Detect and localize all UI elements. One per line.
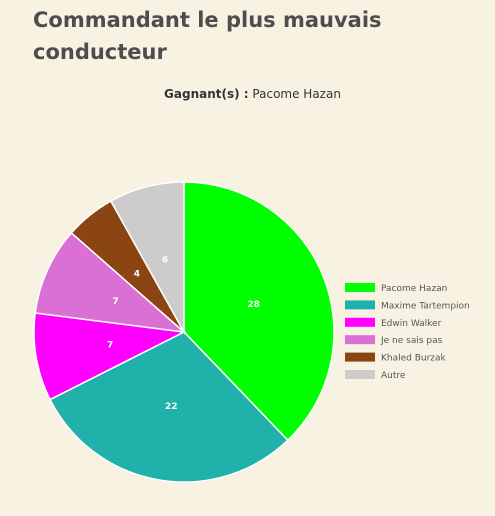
- legend-label[interactable]: Je ne sais pas: [380, 336, 443, 346]
- legend-label[interactable]: Pacome Hazan: [381, 284, 447, 294]
- legend-label[interactable]: Autre: [381, 371, 406, 381]
- pie-value-labels: 28 22 7 7 4 6: [107, 255, 260, 412]
- slice-value-label: 28: [247, 300, 260, 310]
- legend-swatch: [345, 335, 375, 345]
- winners-value: Pacome Hazan: [252, 87, 341, 101]
- legend-label[interactable]: Khaled Burzak: [381, 354, 447, 364]
- slice-value-label: 22: [165, 402, 178, 412]
- pie-slice-maxime-tartempion[interactable]: [49, 331, 289, 483]
- legend-swatch: [345, 317, 375, 327]
- pie-slice-je-ne-sais-pas[interactable]: [34, 231, 187, 334]
- legend-label[interactable]: Edwin Walker: [381, 319, 442, 329]
- chart-legend: Pacome Hazan Maxime Tartempion Edwin Walke…: [345, 283, 470, 381]
- slice-value-label: 4: [134, 270, 140, 280]
- legend-label[interactable]: Maxime Tartempion: [381, 301, 470, 311]
- slice-value-label: 7: [113, 297, 119, 307]
- legend-swatch: [345, 300, 375, 310]
- pie-slice-autre[interactable]: [109, 181, 185, 335]
- pie-slice-edwin-walker[interactable]: [33, 312, 187, 401]
- slice-value-label: 7: [107, 341, 113, 351]
- page-title: Commandant le plus mauvais conducteur: [33, 8, 382, 64]
- legend-swatch: [345, 352, 375, 362]
- legend-swatch: [345, 283, 375, 292]
- winners-line: Gagnant(s) : Pacome Hazan: [0, 87, 495, 101]
- winners-label: Gagnant(s) :: [164, 87, 249, 101]
- slice-value-label: 6: [162, 255, 168, 265]
- legend-swatch: [345, 370, 375, 379]
- pie-slice-pacome-hazan[interactable]: [183, 181, 335, 442]
- pie-slices: [33, 181, 335, 483]
